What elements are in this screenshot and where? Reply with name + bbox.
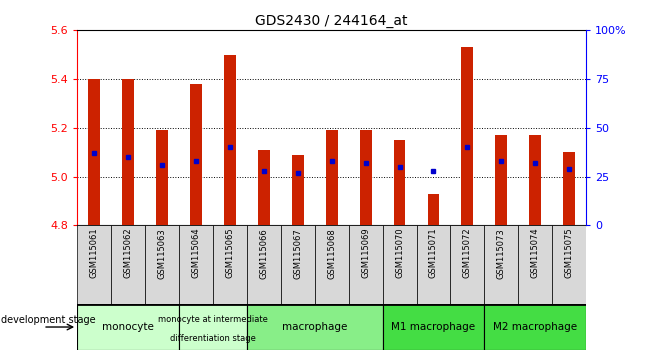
FancyBboxPatch shape — [417, 225, 450, 304]
FancyBboxPatch shape — [111, 225, 145, 304]
Bar — [427, 194, 440, 225]
Text: GSM115065: GSM115065 — [225, 228, 234, 278]
Text: GSM115061: GSM115061 — [90, 228, 98, 278]
Text: GSM115070: GSM115070 — [395, 228, 404, 278]
FancyBboxPatch shape — [145, 225, 179, 304]
Text: GSM115069: GSM115069 — [361, 228, 370, 278]
Bar — [360, 130, 372, 225]
Text: GSM115066: GSM115066 — [259, 228, 268, 279]
Text: GSM115068: GSM115068 — [327, 228, 336, 279]
FancyBboxPatch shape — [383, 225, 417, 304]
FancyBboxPatch shape — [179, 304, 247, 350]
Text: GSM115073: GSM115073 — [497, 228, 506, 279]
FancyBboxPatch shape — [315, 225, 348, 304]
Bar — [291, 155, 304, 225]
FancyBboxPatch shape — [77, 225, 111, 304]
Text: development stage: development stage — [1, 315, 96, 325]
FancyBboxPatch shape — [247, 304, 383, 350]
FancyBboxPatch shape — [484, 304, 586, 350]
Text: GSM115071: GSM115071 — [429, 228, 438, 278]
Bar — [190, 84, 202, 225]
Text: M2 macrophage: M2 macrophage — [493, 322, 578, 332]
Bar — [224, 55, 236, 225]
Text: GSM115074: GSM115074 — [531, 228, 540, 278]
Bar — [122, 79, 134, 225]
FancyBboxPatch shape — [552, 225, 586, 304]
Text: GSM115072: GSM115072 — [463, 228, 472, 278]
FancyBboxPatch shape — [247, 225, 281, 304]
Text: monocyte: monocyte — [102, 322, 154, 332]
Bar — [393, 140, 405, 225]
Text: M1 macrophage: M1 macrophage — [391, 322, 476, 332]
FancyBboxPatch shape — [179, 225, 213, 304]
Bar — [529, 135, 541, 225]
Text: GSM115064: GSM115064 — [192, 228, 200, 278]
FancyBboxPatch shape — [348, 225, 383, 304]
Text: macrophage: macrophage — [282, 322, 347, 332]
FancyBboxPatch shape — [213, 225, 247, 304]
Bar — [495, 135, 507, 225]
Text: GSM115067: GSM115067 — [293, 228, 302, 279]
Text: GSM115062: GSM115062 — [123, 228, 133, 278]
Bar — [326, 130, 338, 225]
Text: monocyte at intermediate: monocyte at intermediate — [158, 315, 268, 325]
FancyBboxPatch shape — [383, 304, 484, 350]
FancyBboxPatch shape — [519, 225, 552, 304]
Bar — [156, 130, 168, 225]
Bar — [563, 152, 576, 225]
Bar — [258, 150, 270, 225]
Text: GSM115063: GSM115063 — [157, 228, 166, 279]
Bar — [462, 47, 474, 225]
FancyBboxPatch shape — [77, 304, 179, 350]
FancyBboxPatch shape — [484, 225, 519, 304]
Title: GDS2430 / 244164_at: GDS2430 / 244164_at — [255, 14, 408, 28]
Bar — [88, 79, 100, 225]
Text: differentiation stage: differentiation stage — [170, 334, 256, 343]
Text: GSM115075: GSM115075 — [565, 228, 574, 278]
FancyBboxPatch shape — [450, 225, 484, 304]
FancyBboxPatch shape — [281, 225, 315, 304]
